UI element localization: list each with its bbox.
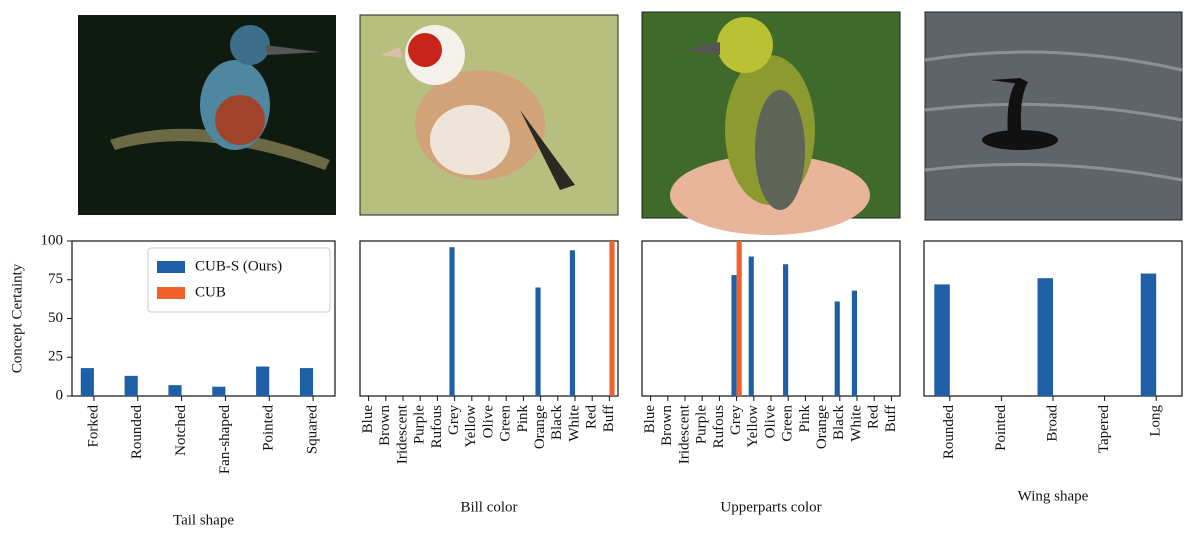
y-tick-label: 75	[48, 271, 63, 287]
bar	[212, 386, 226, 396]
x-tick-label: Brown	[377, 405, 393, 446]
x-tick-label: Red	[866, 405, 882, 430]
x-tick-label: Blue	[642, 405, 658, 434]
x-tick-label: Rounded	[941, 405, 957, 460]
bar	[934, 284, 950, 396]
x-tick-label: Black	[549, 405, 565, 440]
x-tick-label: Squared	[305, 405, 321, 455]
x-tick-label: Tapered	[1096, 405, 1112, 454]
x-tick-label: Grey	[446, 405, 462, 435]
x-tick-label: Brown	[659, 405, 675, 446]
photo-kingfisher	[78, 15, 336, 215]
bar	[748, 256, 754, 396]
y-tick-label: 50	[48, 310, 63, 326]
bar	[731, 275, 737, 396]
photo-vireo	[641, 11, 901, 235]
bar	[851, 290, 857, 396]
x-tick-label: Rounded	[129, 405, 145, 460]
photo-goldfinch	[359, 14, 619, 216]
x-tick-label: Iridescent	[676, 404, 692, 464]
bar	[736, 241, 742, 396]
x-tick-label: Buff	[601, 405, 617, 432]
bar	[449, 247, 455, 396]
legend-box	[147, 247, 331, 313]
bar	[256, 366, 270, 396]
x-tick-label: Rufous	[429, 405, 445, 449]
x-tick-label: Notched	[173, 405, 189, 456]
x-tick-label: Orange	[814, 405, 830, 449]
y-tick-label: 0	[56, 387, 64, 403]
bar	[569, 250, 575, 396]
legend-label: CUB	[195, 284, 226, 300]
x-axis-label: Wing shape	[1018, 488, 1089, 504]
x-tick-label: Long	[1148, 405, 1164, 437]
x-tick-label: Olive	[480, 405, 496, 439]
bar	[834, 301, 840, 396]
x-tick-label: Green	[780, 405, 796, 442]
legend-swatch	[157, 261, 185, 273]
x-tick-label: Pointed	[261, 405, 277, 451]
axes-frame	[641, 240, 901, 397]
x-tick-label: Black	[831, 405, 847, 440]
y-axis-label: Concept Certainty	[9, 263, 25, 373]
x-tick-label: Grey	[728, 405, 744, 435]
x-tick-label: Red	[584, 405, 600, 430]
x-tick-label: White	[566, 405, 582, 442]
x-tick-label: Green	[498, 405, 514, 442]
x-tick-label: White	[848, 405, 864, 442]
legend-swatch	[157, 287, 185, 299]
bar	[80, 368, 94, 396]
bar	[1037, 278, 1053, 396]
bar	[299, 368, 314, 396]
x-tick-label: Yellow	[745, 405, 761, 448]
x-tick-label: Olive	[762, 405, 778, 439]
legend-label: CUB-S (Ours)	[195, 258, 282, 274]
x-tick-label: Pink	[515, 405, 531, 433]
bar	[609, 241, 615, 396]
x-tick-label: Pointed	[993, 405, 1009, 451]
x-tick-label: Orange	[532, 405, 548, 449]
x-axis-label: Bill color	[460, 499, 517, 515]
bar	[783, 264, 789, 396]
x-tick-label: Purple	[412, 405, 428, 445]
y-tick-label: 100	[41, 232, 64, 248]
bar	[535, 287, 541, 396]
x-tick-label: Rufous	[711, 405, 727, 449]
x-tick-label: Forked	[85, 405, 101, 448]
x-axis-label: Tail shape	[173, 512, 234, 528]
x-tick-label: Yellow	[463, 405, 479, 448]
x-tick-label: Broad	[1044, 405, 1060, 442]
x-axis-label: Upperparts color	[720, 499, 821, 515]
axes-frame	[359, 240, 619, 397]
bar	[1140, 273, 1157, 396]
x-tick-label: Purple	[694, 405, 710, 445]
x-tick-label: Iridescent	[394, 404, 410, 464]
x-tick-label: Pink	[797, 405, 813, 433]
bar	[124, 375, 138, 396]
x-tick-label: Fan-shaped	[217, 405, 233, 475]
bar	[168, 385, 182, 396]
x-tick-label: Buff	[883, 405, 899, 432]
x-tick-label: Blue	[360, 405, 376, 434]
photo-cormorant	[924, 11, 1183, 221]
y-tick-label: 25	[48, 349, 63, 365]
